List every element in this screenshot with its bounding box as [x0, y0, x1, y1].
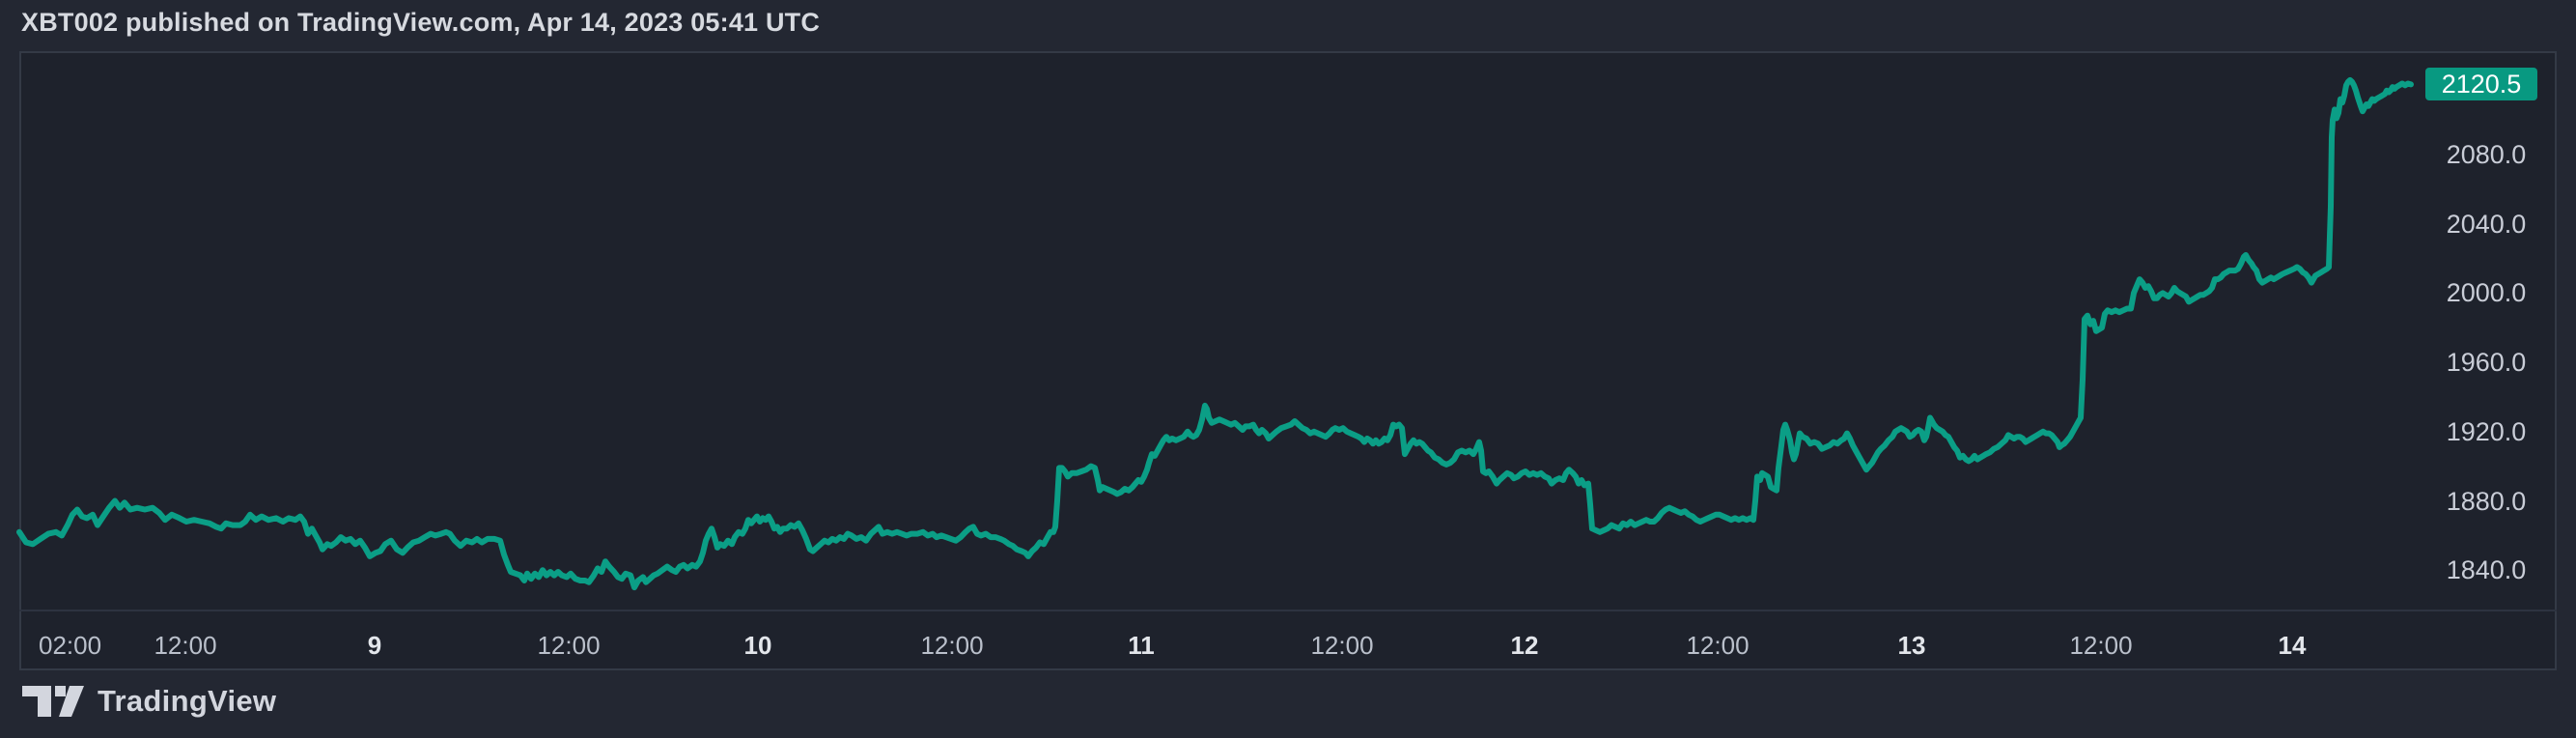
chart-frame [19, 51, 2557, 670]
tradingview-logo-text: TradingView [98, 684, 277, 718]
tradingview-logo[interactable]: TradingView [21, 684, 276, 719]
page-title: XBT002 published on TradingView.com, Apr… [21, 8, 821, 37]
price-line-series [16, 76, 2414, 591]
tradingview-logo-icon [22, 686, 84, 717]
last-price-badge: 2120.5 [2425, 68, 2537, 101]
timescale-separator [19, 610, 2557, 611]
last-price-value: 2120.5 [2441, 69, 2522, 99]
